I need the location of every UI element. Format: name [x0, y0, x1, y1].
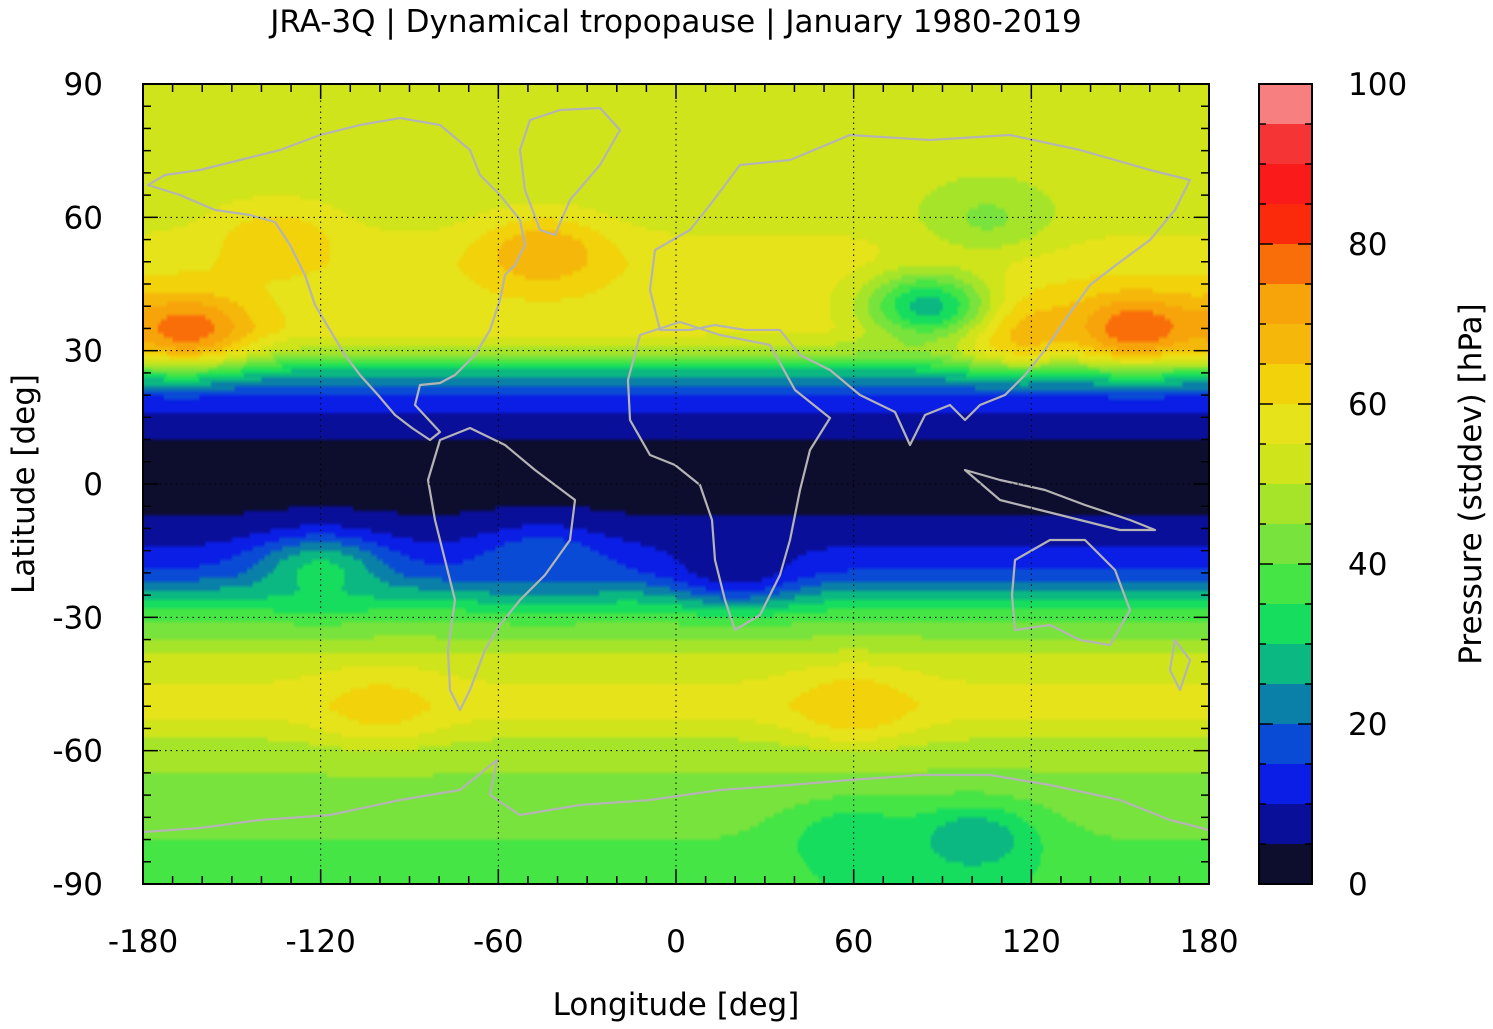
x-axis-ticks: -180 -120 -60 0 60 120 180: [108, 84, 1239, 960]
x-tick-label: 180: [1179, 924, 1238, 960]
colorbar-band: [1259, 364, 1312, 404]
colorbar-tick-label: 0: [1348, 867, 1368, 903]
y-tick-label: -30: [52, 600, 103, 636]
y-tick-label: 30: [64, 334, 103, 370]
x-tick-label: -180: [108, 924, 178, 960]
coastline-antarctica: [142, 758, 1210, 834]
x-tick-label: 0: [666, 924, 686, 960]
colorbar-band: [1259, 84, 1312, 124]
grid-lines: [143, 84, 1209, 884]
x-tick-label: -60: [473, 924, 524, 960]
colorbar-band: [1259, 684, 1312, 724]
y-tick-label: 90: [64, 67, 103, 103]
y-tick-label: 0: [83, 467, 103, 503]
colorbar-tick-label: 100: [1348, 67, 1407, 103]
coastlines: [142, 106, 1210, 834]
colorbar-band: [1259, 764, 1312, 804]
coastline-maritime-continent: [963, 468, 1157, 532]
colorbar-band: [1259, 164, 1312, 204]
colorbar-tick-label: 20: [1348, 707, 1387, 743]
coastline-north-america: [146, 116, 527, 442]
colorbar-ticks: 0 20 40 60 80 100: [1259, 67, 1407, 903]
colorbar-band: [1259, 484, 1312, 524]
x-tick-label: -120: [285, 924, 355, 960]
coastline-greenland: [518, 106, 622, 237]
y-tick-label: 60: [64, 200, 103, 236]
colorbar-band: [1259, 724, 1312, 764]
y-axis-label: Latitude [deg]: [6, 374, 42, 594]
colorbar-band: [1259, 644, 1312, 684]
colorbar-band: [1259, 404, 1312, 444]
chart-title: JRA-3Q | Dynamical tropopause | January …: [268, 4, 1081, 40]
coastline-new-zealand: [1168, 638, 1192, 692]
colorbar-band: [1259, 524, 1312, 564]
colorbar-band: [1259, 244, 1312, 284]
y-tick-label: -60: [52, 734, 103, 770]
colorbar-tick-label: 80: [1348, 227, 1387, 263]
coastline-australia: [1010, 538, 1132, 647]
colorbar-band: [1259, 844, 1312, 884]
colorbar-tick-label: 60: [1348, 387, 1387, 423]
coastline-south-america: [426, 426, 577, 712]
colorbar-band: [1259, 564, 1312, 604]
colorbar-band: [1259, 204, 1312, 244]
colorbar-band: [1259, 604, 1312, 644]
coastline-eurasia: [648, 133, 1192, 447]
coastline-africa: [626, 320, 832, 632]
colorbar-label: Pressure (stddev) [hPa]: [1453, 303, 1489, 664]
x-tick-label: 60: [834, 924, 873, 960]
colorbar-band: [1259, 124, 1312, 164]
colorbar-tick-label: 40: [1348, 547, 1387, 583]
colorbar-band: [1259, 444, 1312, 484]
colorbar-band: [1259, 324, 1312, 364]
colorbar: [1258, 83, 1313, 885]
x-axis-label: Longitude [deg]: [553, 987, 800, 1023]
y-tick-label: -90: [52, 867, 103, 903]
x-tick-label: 120: [1002, 924, 1061, 960]
colorbar-band: [1259, 804, 1312, 844]
colorbar-band: [1259, 284, 1312, 324]
y-axis-ticks: 90 60 30 0 -30 -60 -90: [52, 67, 1209, 903]
